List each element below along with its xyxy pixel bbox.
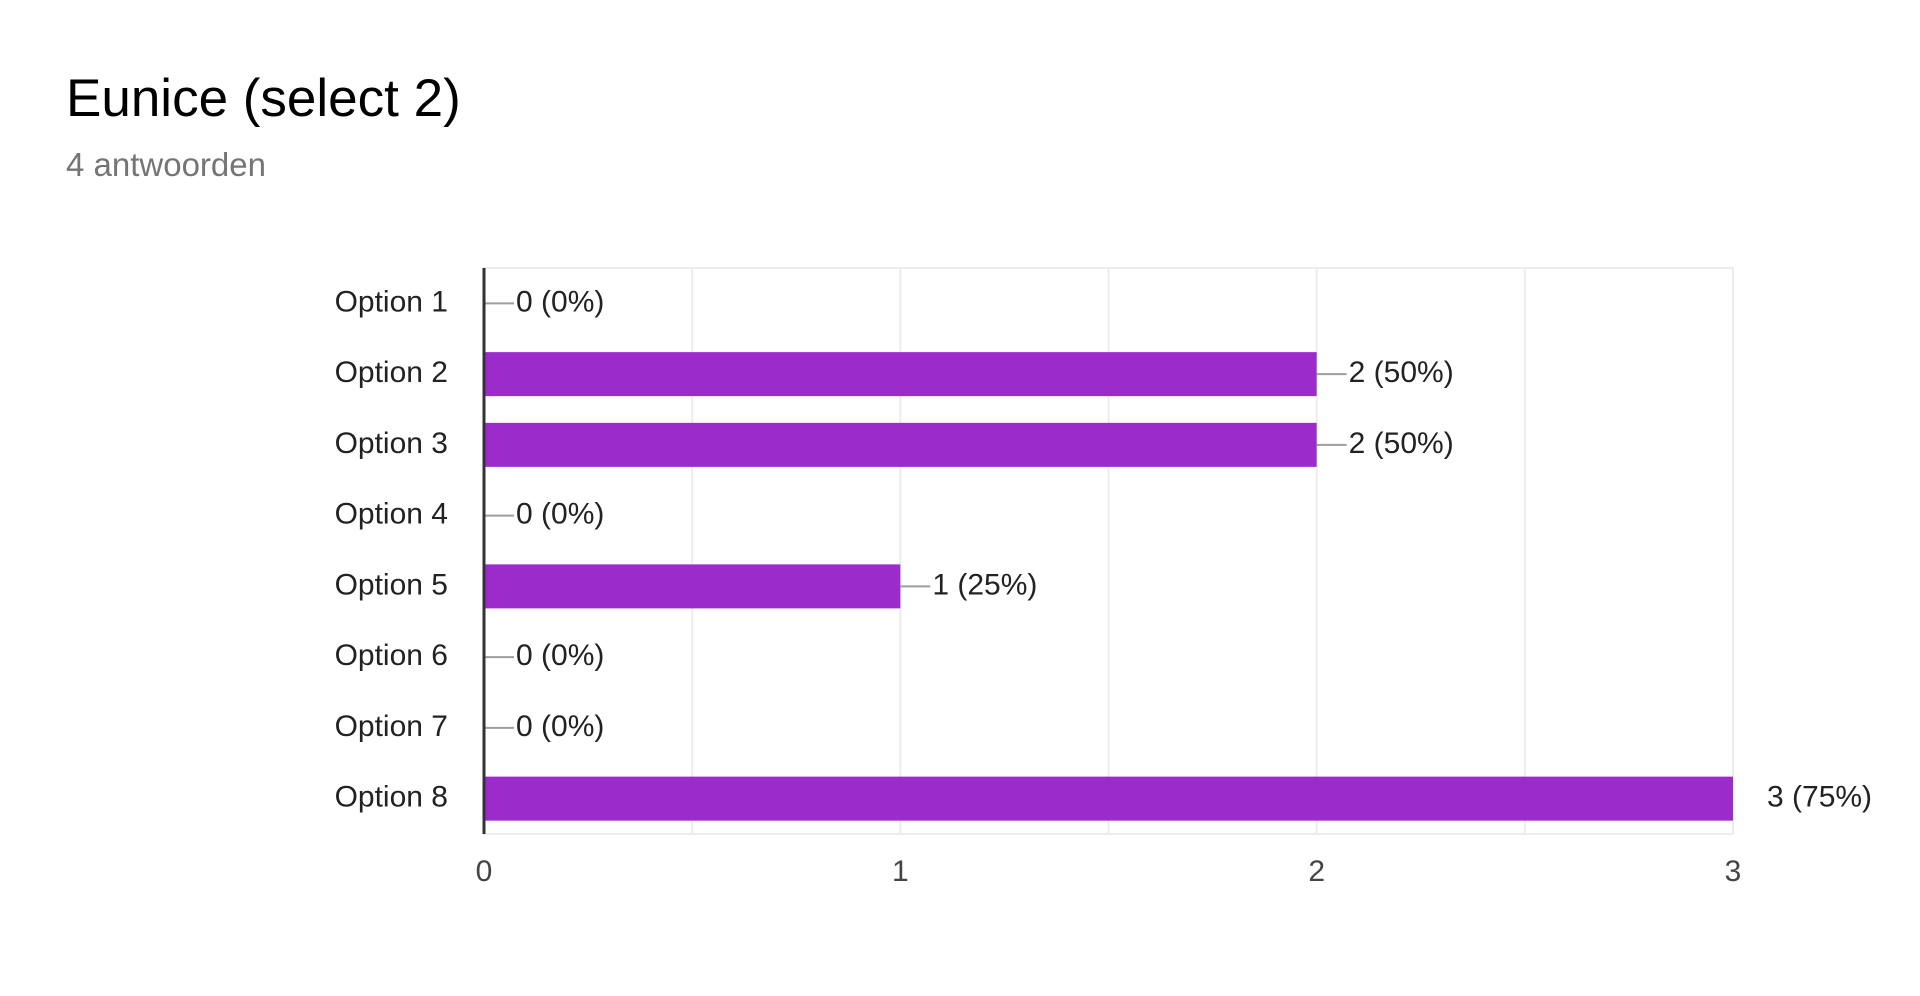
data-label: 0 (0%) [516,639,604,672]
data-label: 2 (50%) [1349,427,1454,460]
bar [484,564,901,609]
category-label: Option 1 [335,285,448,318]
chart-title: Eunice (select 2) [66,69,461,128]
category-label: Option 6 [335,639,448,672]
category-label: Option 3 [335,427,448,460]
response-count: 4 antwoorden [66,146,266,183]
data-label: 0 (0%) [516,285,604,318]
category-label: Option 5 [335,568,448,601]
bar [484,422,1317,467]
category-label: Option 7 [335,710,448,743]
x-tick-label: 1 [892,855,909,888]
x-tick-label: 0 [476,855,493,888]
bar [484,352,1317,397]
category-label: Option 8 [335,781,448,814]
x-tick-label: 2 [1308,855,1325,888]
data-label: 3 (75%) [1767,781,1872,814]
data-label: 0 (0%) [516,710,604,743]
x-tick-label: 3 [1725,855,1742,888]
data-label: 0 (0%) [516,498,604,531]
category-label: Option 4 [335,498,448,531]
data-label: 1 (25%) [932,568,1037,601]
data-label: 2 (50%) [1349,356,1454,389]
bar [484,776,1733,821]
category-label: Option 2 [335,356,448,389]
